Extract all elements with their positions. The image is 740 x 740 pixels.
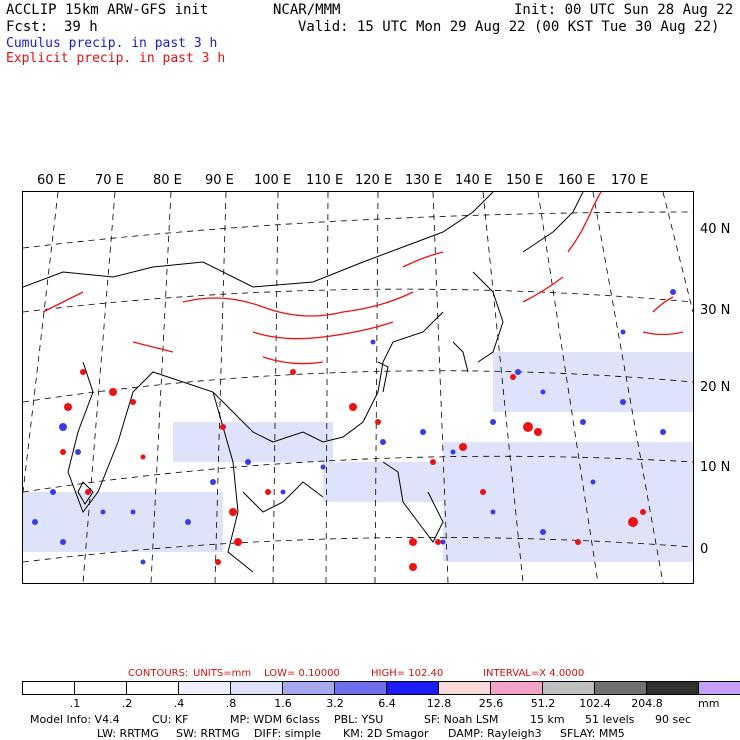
color-bar-swatch (283, 682, 335, 694)
color-bar-swatch (439, 682, 491, 694)
lon-label: 60 E (37, 173, 66, 188)
center-label: NCAR/MMM (273, 2, 341, 18)
lat-label: 40 N (700, 222, 731, 237)
lon-label: 70 E (95, 173, 124, 188)
color-bar-swatch (23, 682, 75, 694)
light-precip-field (23, 352, 693, 562)
forecast-value: 39 h (64, 19, 98, 35)
lon-label: 160 E (558, 173, 596, 188)
lon-label: 130 E (405, 173, 443, 188)
explicit-precip (42, 192, 684, 365)
color-bar-swatch (387, 682, 439, 694)
lon-label: 110 E (306, 173, 344, 188)
precip-map (22, 191, 694, 584)
microphysics: MP: WDM 6class (230, 713, 320, 726)
color-bar-tick-label: 51.2 (530, 697, 556, 710)
color-bar-tick-label: 6.4 (378, 697, 396, 710)
color-bar-swatch (543, 682, 595, 694)
color-bar-tick-label: 12.8 (426, 697, 452, 710)
contours-interval: INTERVAL=X 4.0000 (483, 668, 585, 679)
forecast-label: Fcst: (6, 19, 49, 35)
contours-low: LOW= 0.10000 (264, 668, 340, 679)
graticule (23, 192, 693, 583)
model-info: Model Info: V4.4 (30, 713, 120, 726)
grid-spacing: 15 km (530, 713, 565, 726)
surface-layer-scheme: SFLAY: MM5 (560, 727, 625, 740)
lon-label: 150 E (506, 173, 544, 188)
pbl-scheme: PBL: YSU (334, 713, 384, 726)
color-bar-tick-label: .2 (121, 697, 133, 710)
lon-label: 120 E (355, 173, 393, 188)
color-bar-swatch (231, 682, 283, 694)
damping-scheme: DAMP: Rayleigh3 (448, 727, 542, 740)
color-bar-tick-label: 102.4 (579, 697, 611, 710)
km-scheme: KM: 2D Smagor (343, 727, 429, 740)
explicit-precip-cores (60, 369, 646, 571)
color-bar-tick-label: .1 (69, 697, 81, 710)
lon-label: 140 E (455, 173, 493, 188)
color-bar-unit: mm (698, 697, 720, 710)
longwave-scheme: LW: RRTMG (97, 727, 159, 740)
lon-label: 90 E (205, 173, 234, 188)
color-bar-tick-label: 1.6 (274, 697, 292, 710)
color-bar-tick-label: .8 (225, 697, 237, 710)
color-bar-swatch (595, 682, 647, 694)
color-bar-swatch (647, 682, 699, 694)
color-bar-tick-label: 204.8 (631, 697, 663, 710)
color-bar-tick-label: .4 (173, 697, 185, 710)
lat-label: 10 N (700, 460, 731, 475)
contours-units: UNITS=mm (193, 668, 252, 679)
init-time: Init: 00 UTC Sun 28 Aug 22 (514, 2, 734, 18)
lat-label: 20 N (700, 380, 731, 395)
cumulus-precip (32, 289, 676, 565)
lon-label: 80 E (153, 173, 182, 188)
model-title: ACCLIP 15km ARW-GFS init (6, 2, 209, 18)
color-bar-tick-label: 25.6 (478, 697, 504, 710)
color-bar-swatch (491, 682, 543, 694)
coastlines (23, 192, 584, 573)
valid-time: Valid: 15 UTC Mon 29 Aug 22 (00 KST Tue … (298, 19, 720, 35)
lat-label: 0 (700, 542, 709, 557)
contours-label: CONTOURS: (128, 668, 189, 679)
color-bar-swatch (75, 682, 127, 694)
shortwave-scheme: SW: RRTMG (176, 727, 240, 740)
color-bar (22, 681, 740, 695)
lon-label: 170 E (611, 173, 649, 188)
vertical-levels: 51 levels (585, 713, 635, 726)
legend-cumulus: Cumulus precip. in past 3 h (6, 36, 218, 51)
color-bar-swatch (127, 682, 179, 694)
contours-high: HIGH= 102.40 (371, 668, 444, 679)
color-bar-swatch (335, 682, 387, 694)
legend-explicit: Explicit precip. in past 3 h (6, 51, 226, 66)
lat-label: 30 N (700, 303, 731, 318)
surface-scheme: SF: Noah LSM (424, 713, 499, 726)
cumulus-scheme: CU: KF (152, 713, 189, 726)
time-step: 90 sec (655, 713, 692, 726)
diffusion-scheme: DIFF: simple (254, 727, 322, 740)
color-bar-swatch (699, 682, 740, 694)
color-bar-tick-label: 3.2 (326, 697, 344, 710)
map-canvas (23, 192, 693, 583)
lon-label: 100 E (254, 173, 292, 188)
color-bar-swatch (179, 682, 231, 694)
